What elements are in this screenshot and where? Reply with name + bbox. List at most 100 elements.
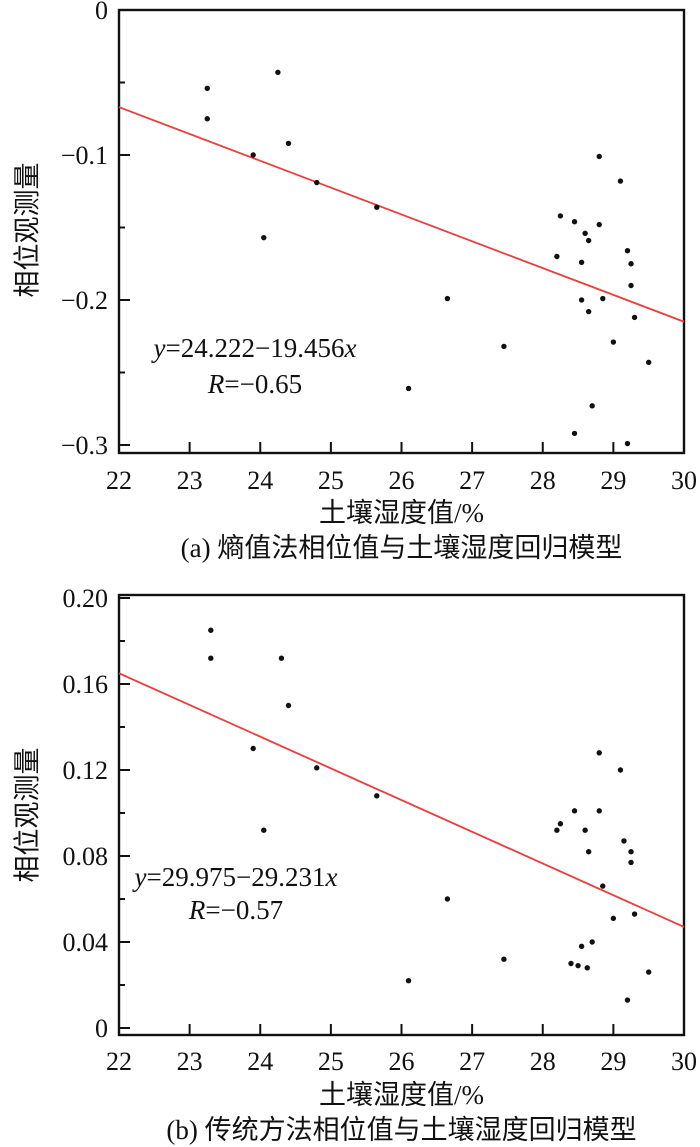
- data-point: [600, 295, 606, 302]
- regression-annotation-a: y=24.222−19.456x R=−0.65: [100, 330, 410, 402]
- x-tick-label: 29: [600, 466, 626, 495]
- data-point: [624, 248, 631, 254]
- data-point: [585, 237, 592, 244]
- data-point: [557, 821, 564, 827]
- data-point: [628, 282, 634, 289]
- data-point: [501, 956, 507, 962]
- data-point: [628, 261, 634, 267]
- data-point: [444, 295, 451, 302]
- x-tick-label: 24: [247, 466, 273, 495]
- data-point: [285, 702, 292, 709]
- data-point: [275, 69, 281, 76]
- x-axis-label-b: 土壤湿度值/%: [319, 1080, 484, 1110]
- plot-border: [117, 593, 686, 1037]
- y-tick-label: 0.12: [63, 756, 109, 785]
- y-tick-label: 0.04: [63, 928, 109, 957]
- data-point: [585, 308, 592, 315]
- regression-line: [118, 672, 685, 928]
- data-point: [554, 827, 560, 833]
- data-point: [617, 767, 624, 773]
- data-point: [554, 253, 560, 260]
- x-tick-label: 23: [177, 1047, 203, 1075]
- data-point: [596, 221, 602, 228]
- x-tick-label: 28: [530, 1047, 556, 1075]
- data-point: [575, 962, 581, 969]
- data-point: [374, 793, 380, 799]
- data-point: [204, 85, 210, 92]
- x-tick-label: 27: [459, 466, 485, 495]
- x-tick-label: 28: [530, 466, 556, 495]
- data-point: [250, 152, 256, 158]
- data-point: [314, 179, 320, 186]
- data-point: [571, 808, 578, 814]
- data-point: [578, 943, 585, 949]
- x-tick-label: 26: [389, 466, 415, 495]
- regression-equation-a: y=24.222−19.456x: [153, 333, 357, 363]
- x-tick-label: 27: [459, 1047, 485, 1075]
- x-tick-label: 23: [177, 466, 203, 495]
- data-point: [617, 178, 624, 184]
- data-point: [589, 403, 595, 409]
- caption-b: (b) 传统方法相位值与土壤湿度回归模型: [166, 1115, 637, 1145]
- chart-b-scatter-plot: 22 23 24 25 26 27 28 29 30 0.20 0.16 0.12 0.08 0.04 0: [63, 584, 698, 1075]
- data-point: [584, 965, 590, 971]
- data-point: [610, 915, 617, 922]
- data-point: [208, 627, 214, 633]
- data-point: [278, 655, 285, 661]
- data-point: [628, 859, 634, 866]
- data-point: [261, 827, 267, 833]
- data-point: [285, 140, 292, 147]
- data-point: [557, 213, 564, 219]
- x-tick-label: 25: [318, 1047, 344, 1075]
- caption-a: (a) 熵值法相位值与土壤湿度回归模型: [180, 533, 623, 563]
- data-point: [582, 230, 588, 236]
- data-point: [261, 234, 267, 241]
- data-point: [444, 896, 451, 902]
- data-point: [578, 259, 585, 265]
- data-point: [405, 385, 412, 392]
- data-point: [568, 960, 574, 967]
- data-point: [204, 116, 210, 122]
- data-point: [645, 969, 652, 975]
- data-point: [501, 343, 507, 350]
- data-point: [596, 808, 602, 814]
- data-point: [250, 745, 256, 752]
- y-tick-label: −0.3: [61, 431, 108, 460]
- y-tick-label: 0: [95, 1014, 108, 1043]
- data-point: [631, 911, 638, 917]
- regression-line: [118, 106, 685, 323]
- data-point: [571, 430, 578, 437]
- x-tick-label: 26: [389, 1047, 415, 1075]
- data-point: [571, 219, 578, 225]
- x-tick-label: 24: [247, 1047, 273, 1075]
- data-point: [208, 655, 214, 661]
- data-point: [628, 849, 634, 855]
- x-tick-label: 30: [671, 1047, 697, 1075]
- x-tick-label: 25: [318, 466, 344, 495]
- data-point: [314, 765, 320, 771]
- correlation-coefficient-a: R=−0.65: [207, 369, 303, 399]
- data-point: [600, 883, 606, 889]
- data-point: [596, 153, 602, 160]
- data-point: [610, 339, 617, 345]
- y-tick-label: 0.16: [63, 670, 109, 699]
- data-point: [624, 440, 631, 447]
- y-tick-label: 0.08: [63, 842, 109, 871]
- regression-equation-b: y=29.975−29.231x: [134, 862, 338, 892]
- data-point: [621, 838, 627, 844]
- x-axis-label-a: 土壤湿度值/%: [319, 498, 484, 528]
- x-tick-label: 29: [600, 1047, 626, 1075]
- data-point: [582, 827, 588, 833]
- data-point: [631, 314, 638, 321]
- data-point: [624, 997, 631, 1003]
- x-tick-label: 22: [106, 466, 132, 495]
- y-tick-label: −0.1: [61, 141, 108, 170]
- y-tick-label: 0.20: [63, 584, 109, 613]
- y-tick-label: −0.2: [61, 286, 108, 315]
- data-point: [578, 297, 585, 303]
- data-point: [589, 939, 595, 945]
- x-tick-label: 22: [106, 1047, 132, 1075]
- data-point: [405, 978, 412, 984]
- correlation-coefficient-b: R=−0.57: [188, 895, 284, 925]
